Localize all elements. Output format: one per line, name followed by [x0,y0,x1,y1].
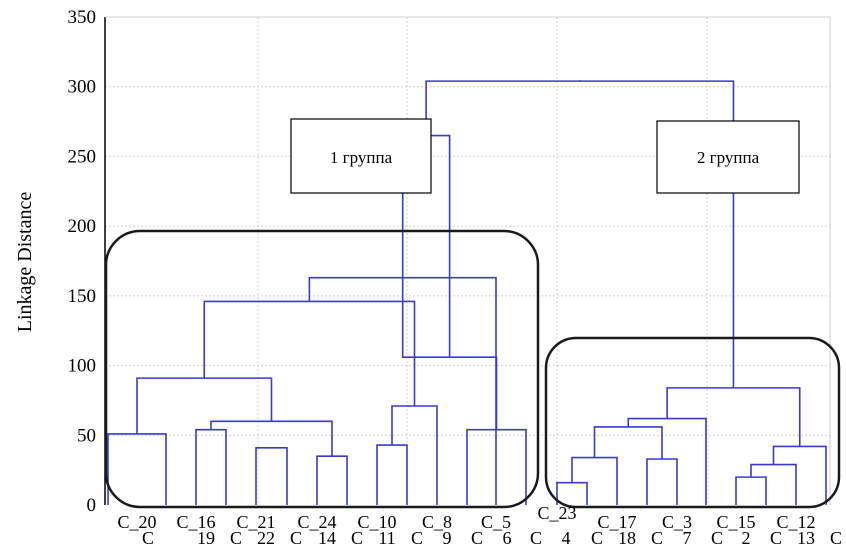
y-tick-label: 100 [68,356,97,377]
y-tick-label: 350 [68,7,97,28]
leaf-label-top: C_15 [716,512,755,532]
merge-link [772,445,827,505]
merge-link [666,387,801,447]
merge-link [571,456,618,505]
leaf-label-bottom: 18 [618,528,636,546]
group-2-label: 2 группа [697,148,760,167]
y-tick-label: 50 [77,425,96,446]
merge-link [401,277,498,430]
y-tick-label: 150 [68,286,97,307]
leaf-label-bottom: C [770,528,782,546]
leaf-label-top: C_12 [776,512,815,532]
group-1-label: 1 группа [330,148,393,167]
merge-link [136,377,273,434]
leaf-label-bottom: C [351,528,363,546]
leaf-label-bottom: 13 [797,528,815,546]
leaf-label-top: C_23 [537,503,576,523]
leaf-labels: C_20 C_16 C_21 C_24 C_10 C_8 C_5 C_23 C_17 C_3 C_1… [117,503,842,546]
cluster-2-outline [544,336,841,509]
leaf-label-bottom: 6 [503,528,512,546]
leaf-label-bottom: C [651,528,663,546]
y-tick-label: 250 [68,146,97,167]
merge-link [316,455,348,505]
y-axis-label: Linkage Distance [14,192,36,333]
leaf-label-bottom: C [471,528,483,546]
leaf-label-bottom: C [142,528,154,546]
merge-link [376,444,408,505]
merge-link [203,300,416,407]
leaf-label-bottom: C [230,528,242,546]
leaf-label-top: C_8 [422,512,452,532]
leaf-label-bottom: 22 [257,528,275,546]
leaf-label-bottom: C [411,528,423,546]
y-tick-label: 300 [68,77,97,98]
leaf-label-bottom: 11 [378,528,395,546]
leaf-label-bottom: 2 [742,528,751,546]
merge-link [107,433,167,505]
leaf-label-top: C_10 [357,512,396,532]
y-tick-labels: 0 50 100 150 200 250 300 350 [68,7,97,516]
y-tick-label: 0 [87,495,97,516]
leaf-label-bottom: C [591,528,603,546]
leaf-label-top: C_20 [117,512,156,532]
leaf-label-top: C_17 [597,512,636,532]
merge-link [627,417,707,505]
leaf-label-top: C_5 [481,512,511,532]
merge-link [735,476,767,505]
leaf-label-bottom: 4 [562,528,571,546]
leaf-label-bottom: 14 [318,528,336,546]
merge-link [210,420,333,457]
merge-link [195,428,227,505]
merge-link [466,428,527,505]
leaf-label-top: C_21 [236,512,275,532]
merge-link [750,463,797,505]
leaf-label-bottom: C [830,528,842,546]
y-tick-label: 200 [68,216,97,237]
merge-link [556,481,588,505]
leaf-label-top: C_16 [176,512,215,532]
leaf-label-top: C_3 [662,512,692,532]
group-labels: 1 группа 2 группа [290,118,800,194]
leaf-label-top: C_24 [297,512,336,532]
merge-link [391,405,438,505]
leaf-label-bottom: C [711,528,723,546]
leaf-label-bottom: 7 [683,528,692,546]
group-1-box [290,118,432,194]
cluster-1-outline [104,229,540,509]
leaf-label-bottom: C [290,528,302,546]
merge-link [255,447,288,505]
cluster-boxes [104,229,841,509]
leaf-label-bottom: 9 [443,528,452,546]
leaf-label-bottom: C [530,528,542,546]
merge-link [593,426,663,459]
leaf-label-bottom: 19 [197,528,215,546]
group-2-box [656,120,800,194]
merge-link [646,458,678,505]
